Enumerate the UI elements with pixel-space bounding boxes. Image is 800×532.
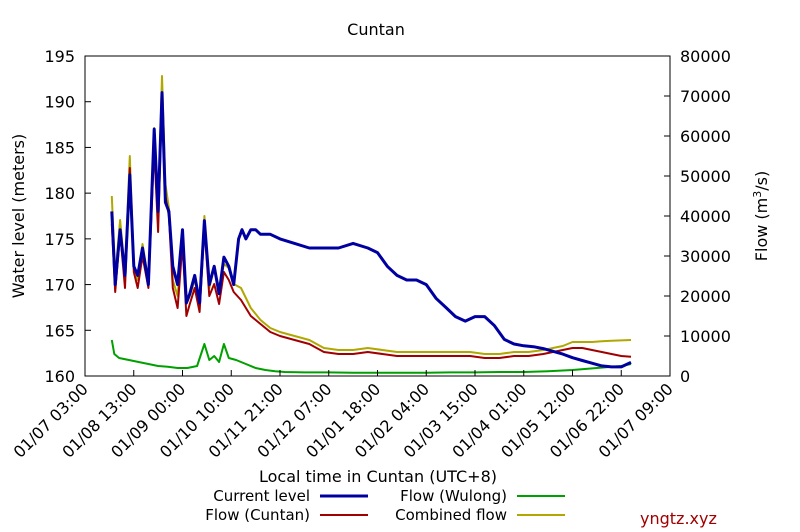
left-tick-label: 185 (44, 138, 75, 157)
x-axis-label: Local time in Cuntan (UTC+8) (259, 467, 497, 486)
left-tick-label: 165 (44, 321, 75, 340)
series-line-current-level (110, 91, 632, 369)
y-axis-right-label-sup: 3 (751, 191, 764, 198)
left-tick-label: 190 (44, 93, 75, 112)
chart-title: Cuntan (347, 20, 405, 39)
right-tick-label: 0 (680, 367, 690, 386)
y-axis-right-label-main: Flow (m (752, 198, 771, 261)
left-tick-label: 180 (44, 184, 75, 203)
right-tick-label: 40000 (680, 207, 731, 226)
series-line-flow-cuntan (110, 95, 632, 359)
right-tick-label: 10000 (680, 327, 731, 346)
right-tick-label: 20000 (680, 287, 731, 306)
legend-label-flow-wulong: Flow (Wulong) (400, 487, 507, 505)
left-axis: 160 165 170 175 180 185 190 195 (44, 47, 91, 386)
right-tick-label: 30000 (680, 247, 731, 266)
right-tick-label: 60000 (680, 127, 731, 146)
right-tick-label: 50000 (680, 167, 731, 186)
y-axis-left-label: Water level (meters) (9, 134, 28, 298)
plot-series (110, 75, 632, 374)
legend: Current level Flow (Wulong) Flow (Cuntan… (205, 487, 565, 524)
left-tick-label: 195 (44, 47, 75, 66)
right-tick-label: 80000 (680, 47, 731, 66)
y-axis-right-label: Flow (m3/s) (751, 171, 771, 261)
series-line-flow-wulong (110, 339, 632, 374)
left-tick-label: 175 (44, 230, 75, 249)
right-tick-label: 70000 (680, 87, 731, 106)
left-tick-label: 170 (44, 276, 75, 295)
left-tick-label: 160 (44, 367, 75, 386)
legend-label-current-level: Current level (213, 487, 310, 505)
plot-frame (84, 55, 671, 377)
right-axis: 0 10000 20000 30000 40000 50000 60000 70000 8000… (664, 47, 731, 386)
legend-label-combined-flow: Combined flow (395, 506, 507, 524)
series-line-combined-flow (110, 75, 632, 355)
watermark: yngtz.xyz (640, 509, 717, 528)
legend-label-flow-cuntan: Flow (Cuntan) (205, 506, 310, 524)
y-axis-right-label-tail: /s) (752, 171, 771, 191)
